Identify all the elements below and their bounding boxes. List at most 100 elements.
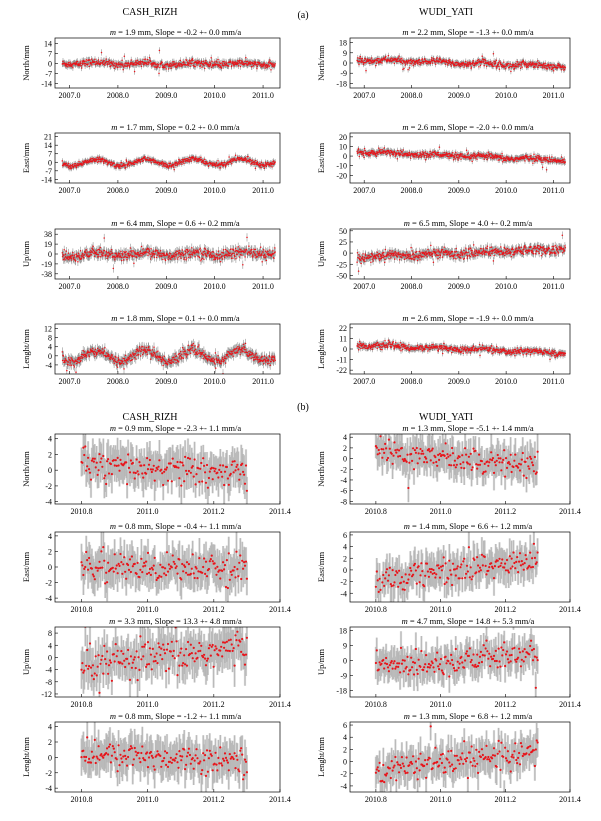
point <box>387 252 389 254</box>
x-tick-label: 2007.0 <box>353 186 375 195</box>
point <box>437 258 439 260</box>
point <box>562 235 564 237</box>
x-tick-label: 2011.0 <box>543 186 565 195</box>
point <box>175 165 177 167</box>
point <box>455 152 457 154</box>
point <box>175 255 177 256</box>
point <box>473 157 475 159</box>
point <box>487 253 489 255</box>
point <box>438 152 440 154</box>
point <box>221 255 223 257</box>
point <box>86 465 88 467</box>
point <box>101 351 103 353</box>
point <box>459 456 461 458</box>
point <box>105 161 107 163</box>
point <box>238 252 240 254</box>
point <box>364 261 366 263</box>
point <box>113 459 115 461</box>
point <box>408 62 410 64</box>
point <box>146 251 148 253</box>
point <box>565 67 567 69</box>
point <box>129 256 131 258</box>
point <box>527 156 529 158</box>
point <box>210 254 212 256</box>
point <box>161 360 163 362</box>
point <box>239 347 241 349</box>
point <box>198 481 200 483</box>
point <box>142 248 144 250</box>
point <box>398 449 400 451</box>
point <box>405 255 407 257</box>
point <box>422 256 424 258</box>
point <box>114 162 116 164</box>
point <box>194 458 196 460</box>
point <box>113 61 115 63</box>
point <box>127 453 129 455</box>
point <box>444 455 446 457</box>
x-tick-label: 2007.0 <box>59 377 81 386</box>
point <box>555 352 557 354</box>
point <box>125 166 127 168</box>
point <box>521 63 523 65</box>
point <box>217 361 219 363</box>
point <box>240 249 242 251</box>
point <box>451 352 453 354</box>
point <box>208 251 210 253</box>
point <box>487 152 489 154</box>
point <box>384 443 386 445</box>
point <box>153 354 155 356</box>
point <box>265 361 267 363</box>
point <box>125 461 127 463</box>
point <box>273 355 275 357</box>
point <box>241 157 243 159</box>
point <box>183 349 185 351</box>
point <box>267 363 269 365</box>
point <box>389 152 391 154</box>
point <box>216 61 218 63</box>
subplot-a-cash-rizh-north: m = 1.9 mm, Slope = -0.2 +- 0.0 mm/a1470… <box>21 27 280 100</box>
point <box>103 60 105 62</box>
point <box>392 341 394 343</box>
point <box>241 62 243 64</box>
point <box>460 66 462 68</box>
point <box>192 347 194 349</box>
point <box>358 270 360 272</box>
point <box>481 55 483 57</box>
point <box>377 153 379 155</box>
point <box>547 157 549 159</box>
point <box>108 256 110 258</box>
point <box>564 245 566 247</box>
point <box>124 256 126 258</box>
point <box>376 345 378 347</box>
y-tick-label: 4 <box>48 435 52 444</box>
point <box>95 349 97 351</box>
point <box>432 253 434 255</box>
point <box>78 255 80 256</box>
point <box>137 473 139 475</box>
point <box>363 63 365 65</box>
point <box>183 161 185 163</box>
point <box>408 344 410 346</box>
y-tick-label: 50 <box>339 227 347 236</box>
point <box>120 63 122 65</box>
point <box>450 464 452 466</box>
point <box>371 57 373 59</box>
point <box>257 64 259 66</box>
point <box>123 259 125 261</box>
point <box>202 160 204 162</box>
point <box>183 162 185 164</box>
point <box>203 254 205 256</box>
point <box>98 59 100 61</box>
point <box>513 351 515 353</box>
point <box>103 162 105 164</box>
point <box>160 250 162 252</box>
point <box>472 347 474 349</box>
point <box>64 362 66 364</box>
point <box>170 162 172 164</box>
point <box>400 150 402 152</box>
point <box>154 253 156 255</box>
point <box>62 60 64 62</box>
point <box>536 156 538 158</box>
point <box>245 158 247 160</box>
